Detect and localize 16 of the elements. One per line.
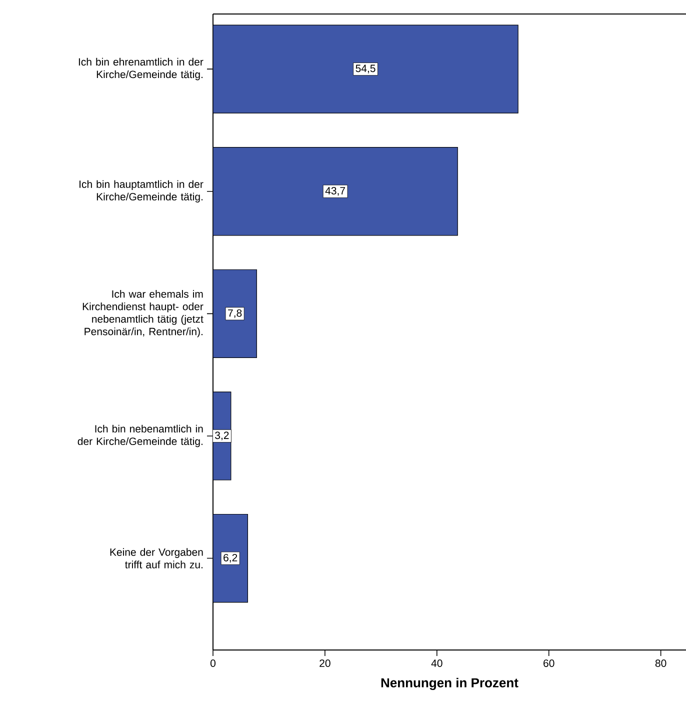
data-label: 6,2: [224, 554, 238, 563]
y-tick-label: Ich war ehemals im Kirchendienst haupt- oder nebenamtlich tätig (jetzt Pensoinär/in, Rentner/in).: [82, 290, 204, 338]
x-tick-label: 40: [431, 660, 442, 667]
data-label: 7,8: [228, 309, 242, 318]
y-tick-label: Ich bin ehrenamtlich in der Kirche/Gemeinde tätig.: [78, 58, 204, 80]
y-tick-label: Ich bin hauptamtlich in der Kirche/Gemeinde tätig.: [80, 180, 204, 202]
x-axis-title: Nennungen in Prozent: [381, 678, 518, 690]
x-tick-label: 80: [655, 660, 666, 667]
y-tick-label: Keine der Vorgaben trifft auf mich zu.: [110, 548, 203, 568]
data-label: 43,7: [325, 187, 345, 196]
y-tick-label: Ich bin nebenamtlich in der Kirche/Gemeinde tätig.: [78, 424, 203, 448]
data-label: 3,2: [215, 432, 229, 440]
x-tick-label: 0: [210, 660, 216, 667]
data-label: 54,5: [356, 64, 376, 74]
x-tick-label: 20: [320, 660, 330, 667]
x-tick-label: 60: [544, 660, 554, 667]
